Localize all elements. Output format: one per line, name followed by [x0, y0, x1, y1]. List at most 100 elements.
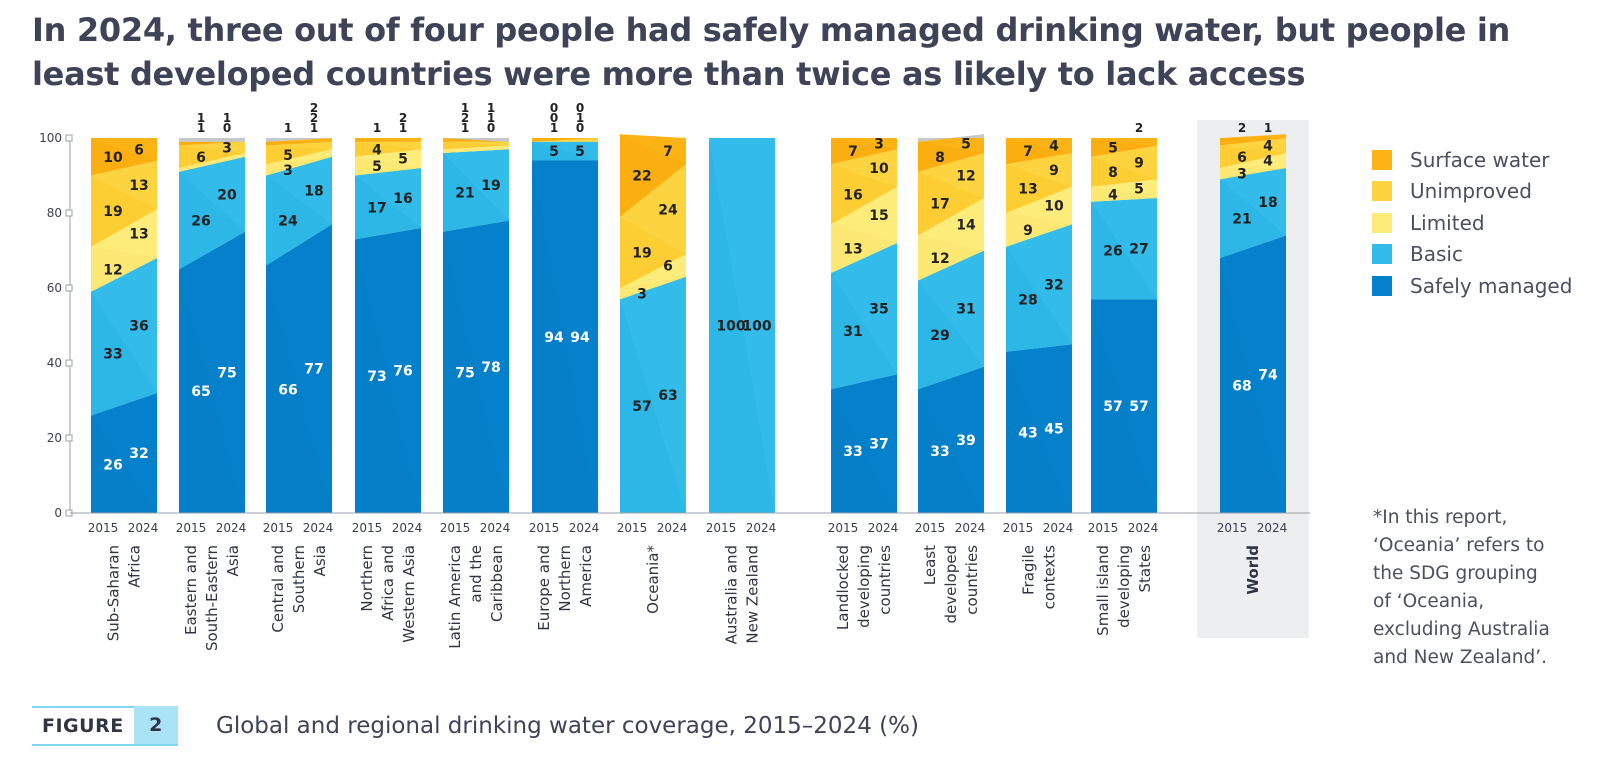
value-label-landlocked-developing-countries-2015-surface-water: 7: [848, 144, 858, 160]
area-shade-australia-and-new-zealand-basic: [709, 138, 775, 513]
value-label-landlocked-developing-countries-2024-basic: 35: [869, 302, 888, 318]
year-label-eastern-and-south-eastern-asia-2015: 2015: [176, 521, 207, 535]
group-label-line: Northern: [556, 545, 574, 612]
value-label-small-island-developing-states-2015-safely-managed: 57: [1103, 399, 1122, 415]
year-label-northern-africa-and-western-asia-2015: 2015: [352, 521, 383, 535]
value-label-europe-and-northern-america-2015-unimproved: 0: [550, 111, 558, 125]
legend-swatch-unimproved: [1372, 181, 1392, 202]
value-label-least-developed-countries-2015-limited: 12: [930, 251, 949, 267]
value-label-eastern-and-south-eastern-asia-2015-safely-managed: 65: [191, 384, 210, 400]
value-label-europe-and-northern-america-2015-basic: 5: [549, 144, 559, 160]
area-shade-central-and-southern-asia-surface-water: [266, 141, 332, 146]
group-label-latin-america-and-the-caribbean: Latin America and the Caribbean: [446, 545, 506, 649]
value-label-northern-africa-and-western-asia-2024-basic: 16: [393, 191, 412, 207]
area-least-developed-countries-no-data: [918, 134, 984, 142]
y-tick-label: 80: [47, 206, 62, 220]
value-label-world-2024-safely-managed: 74: [1258, 367, 1278, 383]
figure-caption: Global and regional drinking water cover…: [216, 713, 919, 739]
value-label-europe-and-northern-america-2015-surface-water: 1: [550, 121, 558, 135]
value-label-australia-and-new-zealand-2015-basic: 100: [716, 319, 745, 335]
group-label-line: Asia: [311, 545, 329, 576]
value-label-central-and-southern-asia-2024-safely-managed: 77: [304, 362, 323, 378]
value-label-eastern-and-south-eastern-asia-2015-unimproved: 6: [196, 150, 206, 166]
value-label-least-developed-countries-2024-surface-water: 5: [961, 137, 971, 153]
value-label-oceania-2015-unimproved: 19: [632, 245, 651, 261]
value-label-small-island-developing-states-2015-basic: 26: [1103, 244, 1122, 260]
legend-item-basic: Basic: [1372, 239, 1592, 271]
group-label-sub-saharan-africa: Sub-Saharan Africa: [105, 545, 144, 641]
area-shade-northern-africa-and-western-asia-basic: [355, 175, 421, 240]
value-label-small-island-developing-states-2015-surface-water: 5: [1108, 140, 1118, 156]
year-label-central-and-southern-asia-2015: 2015: [263, 521, 294, 535]
legend-swatch-limited: [1372, 212, 1392, 233]
value-label-landlocked-developing-countries-2015-basic: 31: [843, 324, 862, 340]
group-label-central-and-southern-asia: Central and Southern Asia: [269, 545, 329, 633]
value-label-latin-america-and-the-caribbean-2024-surface-water: 0: [487, 121, 495, 135]
legend-item-surface-water: Surface water: [1372, 144, 1592, 176]
y-tick-label: 40: [47, 356, 62, 370]
value-label-europe-and-northern-america-2024-surface-water: 0: [576, 121, 584, 135]
group-label-line: Central and: [269, 545, 287, 633]
group-label-line: South-Eastern: [203, 545, 221, 651]
chart-legend: Surface water Unimproved Limited Basic S…: [1372, 144, 1592, 302]
area-shade-sub-saharan-africa-limited: [91, 246, 157, 292]
year-label-latin-america-and-the-caribbean-2015: 2015: [440, 521, 471, 535]
year-label-small-island-developing-states-2015: 2015: [1088, 521, 1119, 535]
value-label-latin-america-and-the-caribbean-2015-surface-water: 1: [461, 121, 469, 135]
area-latin-america-and-the-caribbean-no-data: [443, 138, 509, 142]
area-shade-least-developed-countries-surface-water: [918, 141, 984, 172]
value-label-world-2015-safely-managed: 68: [1232, 379, 1251, 395]
year-label-landlocked-developing-countries-2015: 2015: [828, 521, 859, 535]
area-shade-small-island-developing-states-surface-water: [1091, 138, 1157, 157]
group-label-line: Africa and: [379, 545, 397, 621]
value-label-europe-and-northern-america-2015-limited: 0: [550, 101, 558, 115]
oceania-footnote: *In this report, ‘Oceania’ refers to the…: [1373, 507, 1550, 668]
year-label-australia-and-new-zealand-2015: 2015: [706, 521, 737, 535]
area-shade-small-island-developing-states-basic: [1091, 201, 1157, 300]
legend-swatch-surface-water: [1372, 149, 1392, 170]
value-label-world-2024-surface-water: 1: [1264, 121, 1272, 135]
value-label-sub-saharan-africa-2015-surface-water: 10: [103, 150, 123, 166]
value-label-least-developed-countries-2024-unimproved: 12: [956, 169, 975, 185]
group-fragile-contexts: 43 28 9 13 7 45 32 10 9 4 2015 2024 Fragile contexts: [1003, 138, 1073, 609]
area-shade-sub-saharan-africa-unimproved: [91, 175, 157, 247]
group-label-line: developing: [1115, 545, 1133, 628]
y-tick-mark: [65, 284, 73, 292]
value-label-fragile-contexts-2024-safely-managed: 45: [1044, 422, 1063, 438]
value-label-northern-africa-and-western-asia-2024-safely-managed: 76: [393, 364, 412, 380]
area-shade-landlocked-developing-countries-basic: [831, 273, 897, 390]
value-label-northern-africa-and-western-asia-2015-unimproved: 4: [372, 142, 382, 158]
value-label-northern-africa-and-western-asia-2015-surface-water: 1: [373, 121, 381, 135]
y-tick-mark: [65, 359, 73, 367]
group-label-line: Fragile: [1020, 545, 1038, 595]
value-label-small-island-developing-states-2015-unimproved: 8: [1108, 165, 1118, 181]
legend-label-limited: Limited: [1410, 210, 1485, 235]
value-label-oceania-2024-unimproved: 24: [658, 202, 678, 218]
value-label-sub-saharan-africa-2024-limited: 13: [129, 227, 148, 243]
value-label-fragile-contexts-2024-limited: 10: [1044, 199, 1064, 215]
value-label-latin-america-and-the-caribbean-2015-limited: 1: [461, 101, 469, 115]
area-shade-europe-and-northern-america-surface-water: [532, 138, 598, 142]
value-label-world-2015-basic: 21: [1232, 212, 1251, 228]
value-label-fragile-contexts-2024-unimproved: 9: [1049, 163, 1059, 179]
value-label-eastern-and-south-eastern-asia-2024-limited: 1: [223, 111, 231, 125]
value-label-fragile-contexts-2015-safely-managed: 43: [1018, 425, 1037, 441]
area-shade-central-and-southern-asia-safely-managed: [266, 265, 332, 513]
group-label-line: developing: [855, 545, 873, 628]
legend-item-unimproved: Unimproved: [1372, 176, 1592, 208]
value-label-europe-and-northern-america-2024-safely-managed: 94: [570, 330, 590, 346]
group-label-line: Asia: [224, 545, 242, 576]
value-label-latin-america-and-the-caribbean-2024-limited: 1: [487, 101, 495, 115]
value-label-landlocked-developing-countries-2015-limited: 13: [843, 242, 862, 258]
value-label-oceania-2024-limited: 6: [663, 259, 673, 275]
area-shade-least-developed-countries-limited: [918, 235, 984, 281]
year-label-latin-america-and-the-caribbean-2024: 2024: [480, 521, 511, 535]
value-label-central-and-southern-asia-2015-unimproved: 5: [283, 148, 293, 164]
value-label-latin-america-and-the-caribbean-2024-basic: 19: [481, 178, 500, 194]
value-label-central-and-southern-asia-2024-limited: 2: [310, 101, 318, 115]
area-shade-least-developed-countries-basic: [918, 280, 984, 390]
year-label-northern-africa-and-western-asia-2024: 2024: [392, 521, 423, 535]
